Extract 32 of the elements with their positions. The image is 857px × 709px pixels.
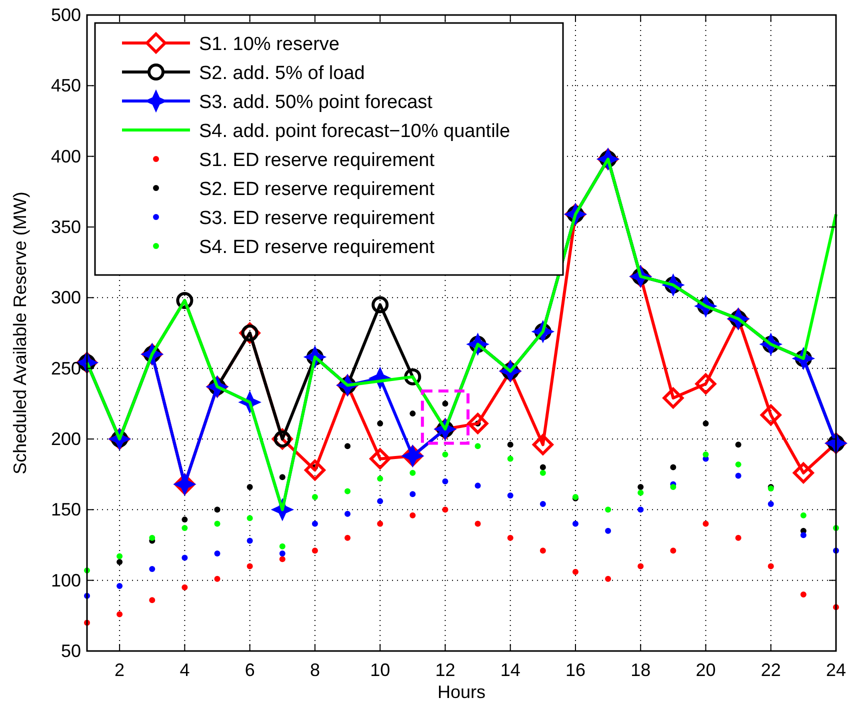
y-tick-label: 300 <box>50 288 81 308</box>
y-tick-label: 400 <box>50 146 81 166</box>
y-tick-label: 450 <box>50 76 81 96</box>
legend-label: S3. ED reserve requirement <box>199 208 436 229</box>
y-tick-label: 350 <box>50 217 81 237</box>
x-tick-label: 6 <box>244 660 255 680</box>
x-tick-label: 24 <box>826 660 846 680</box>
y-tick-label: 200 <box>50 429 81 449</box>
y-axis-title: Scheduled Available Reserve (MW) <box>10 192 30 474</box>
x-tick-label: 2 <box>114 660 125 680</box>
x-axis-title: Hours <box>437 682 486 702</box>
x-tick-label: 8 <box>310 660 320 680</box>
legend-label: S3. add. 50% point forecast <box>199 92 434 113</box>
x-tick-label: 10 <box>370 660 390 680</box>
y-tick-label: 100 <box>50 570 81 590</box>
legend-label: S2. add. 5% of load <box>199 63 365 84</box>
legend-label: S4. ED reserve requirement <box>199 237 436 258</box>
x-tick-label: 16 <box>565 660 586 680</box>
legend-label: S1. ED reserve requirement <box>199 150 436 171</box>
x-tick-label: 12 <box>435 660 456 680</box>
x-tick-label: 14 <box>500 660 520 680</box>
legend-label: S4. add. point forecast−10% quantile <box>199 121 510 142</box>
x-tick-label: 22 <box>760 660 781 680</box>
x-tick-label: 20 <box>696 660 716 680</box>
x-tick-label: 4 <box>180 660 190 680</box>
y-tick-label: 150 <box>50 500 81 520</box>
legend-label: S2. ED reserve requirement <box>199 179 436 200</box>
x-tick-label: 18 <box>630 660 651 680</box>
y-tick-label: 250 <box>50 358 81 378</box>
legend-label: S1. 10% reserve <box>199 34 340 55</box>
y-tick-label: 50 <box>60 641 81 661</box>
y-tick-label: 500 <box>50 5 81 25</box>
